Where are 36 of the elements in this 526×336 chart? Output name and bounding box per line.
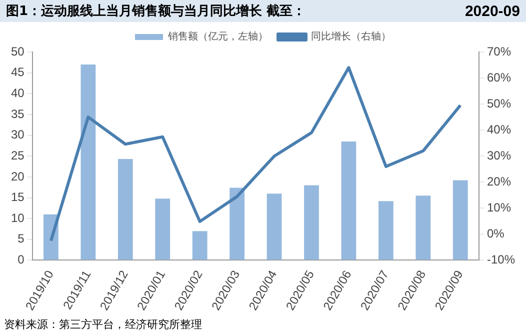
legend-label: 同比增长（右轴） [311, 30, 391, 43]
y-tick-label: 25 [10, 148, 25, 162]
y2-tick-label: 10% [486, 200, 512, 214]
bar [452, 180, 468, 260]
bar [155, 198, 170, 260]
y-tick-label: 0 [18, 252, 25, 267]
y-tick-label: 50 [10, 44, 25, 58]
chart-title: 图1：运动服线上当月销售额与当月同比增长 截至： [6, 2, 306, 20]
y2-tick-label: 70% [486, 44, 512, 58]
y2-tick-label: 50% [486, 96, 512, 110]
y2-tick-label: 20% [486, 174, 512, 188]
y2-tick-label: -10% [486, 252, 516, 267]
chart-subtitle: 2020-09 [464, 2, 520, 20]
y2-tick-label: 30% [486, 148, 512, 162]
y-tick-label: 40 [10, 86, 25, 100]
bar [230, 188, 244, 260]
y2-tick-label: 0% [486, 226, 505, 241]
text: 资料来源：第三方平台，经济研究所整理 [3, 317, 203, 333]
bar [304, 185, 319, 260]
y-tick-label: 10 [10, 210, 25, 225]
y2-tick-label: 40% [486, 122, 512, 136]
y2-tick-label: 60% [486, 70, 512, 84]
bar [341, 142, 356, 260]
y-tick-label: 30 [10, 128, 25, 142]
y-tick-label: 20 [10, 169, 25, 184]
legend-label: 销售额（亿元，左轴） [167, 30, 268, 43]
bar [416, 196, 431, 260]
bar [192, 231, 208, 260]
y-tick-label: 5 [18, 232, 25, 246]
bar [118, 159, 133, 260]
y-tick-label: 35 [10, 106, 25, 121]
y-tick-label: 15 [10, 190, 25, 204]
bar [266, 194, 282, 260]
bar [378, 201, 394, 260]
bar [80, 64, 96, 260]
y-tick-label: 45 [10, 65, 25, 80]
